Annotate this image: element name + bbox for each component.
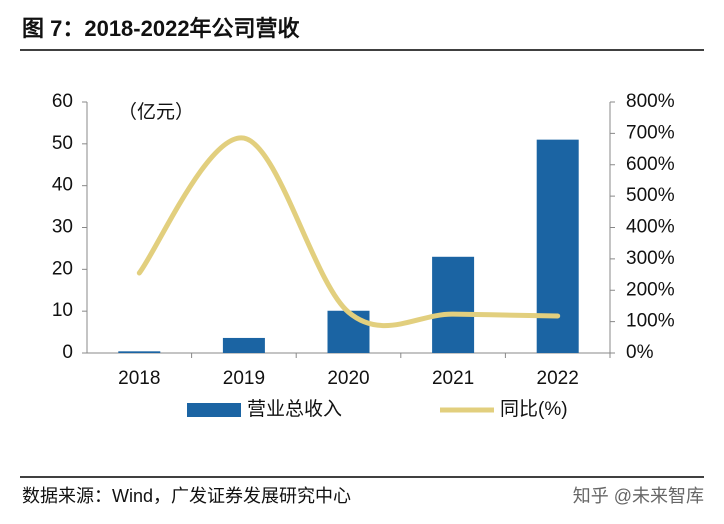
x-tick-label: 2020 — [327, 368, 369, 389]
line — [136, 135, 561, 329]
legend-label: 营业总收入 — [247, 398, 342, 420]
unit-label: （亿元） — [118, 101, 194, 123]
bar — [536, 139, 579, 353]
x-tick-label: 2019 — [223, 368, 265, 389]
y-tick-label: 50 — [52, 133, 73, 154]
y2-tick-label: 800% — [626, 91, 675, 112]
bar — [327, 310, 370, 353]
legend-swatch — [187, 403, 241, 417]
source: 数据来源：Wind，广发证券发展研究中心 — [22, 486, 351, 506]
y2-tick-label: 300% — [626, 248, 675, 269]
x-tick-label: 2021 — [432, 368, 474, 389]
y2-tick-label: 700% — [626, 122, 675, 143]
y2-tick-label: 500% — [626, 185, 675, 206]
y2-tick-label: 600% — [626, 154, 675, 175]
y2-tick-label: 0% — [626, 342, 654, 363]
y-tick-label: 60 — [52, 91, 73, 112]
y2-tick-label: 400% — [626, 217, 675, 238]
bar — [432, 256, 475, 353]
bar — [222, 337, 265, 353]
bar — [118, 351, 161, 353]
y-tick-label: 10 — [52, 300, 73, 321]
y2-tick-label: 200% — [626, 279, 675, 300]
y2-tick-label: 100% — [626, 311, 675, 332]
y-tick-label: 40 — [52, 175, 73, 196]
y-tick-label: 20 — [52, 258, 73, 279]
chart-title: 图 7：2018-2022年公司营收 — [22, 16, 300, 41]
x-tick-label: 2022 — [537, 368, 579, 389]
y-tick-label: 30 — [52, 217, 73, 238]
watermark: 知乎 @未来智库 — [573, 486, 704, 506]
legend-label: 同比(%) — [500, 398, 568, 420]
y-tick-label: 0 — [62, 342, 73, 363]
x-tick-label: 2018 — [118, 368, 160, 389]
